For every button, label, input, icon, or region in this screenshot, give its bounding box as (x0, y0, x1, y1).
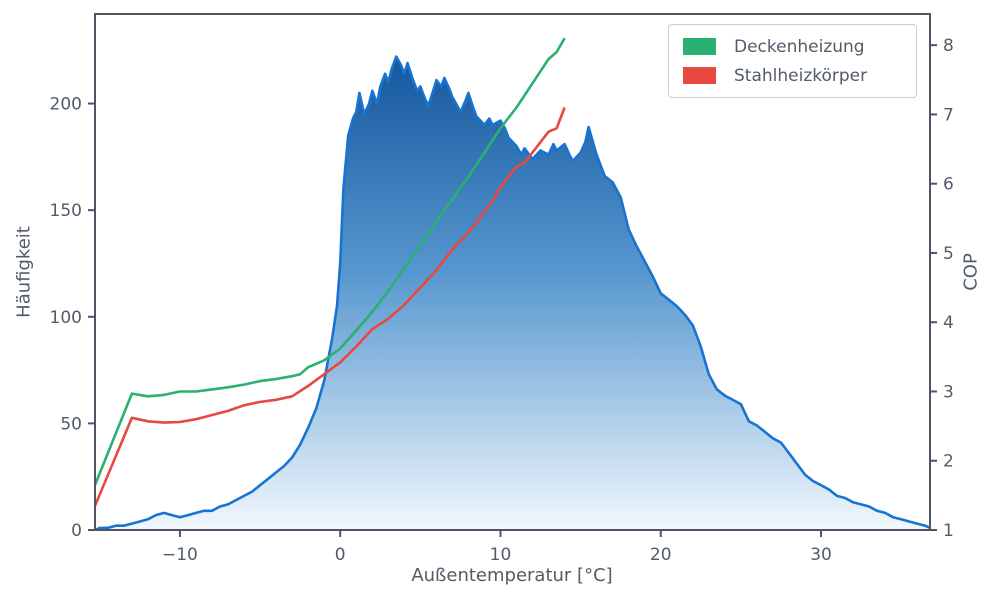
legend: Deckenheizung Stahlheizkörper (668, 24, 917, 98)
y-axis-label-right: COP (960, 253, 982, 291)
legend-patch-stahlheizkoerper-icon (683, 67, 716, 84)
legend-label-stahlheizkoerper: Stahlheizkörper (734, 65, 868, 86)
x-tick-label: 10 (490, 545, 512, 565)
y-axis-label-left: Häufigkeit (13, 226, 35, 318)
x-tick-label: 0 (335, 545, 346, 565)
legend-item-deckenheizung: Deckenheizung (683, 37, 916, 57)
series-line-1 (95, 107, 566, 507)
x-tick-label: 30 (810, 545, 832, 565)
legend-label-deckenheizung: Deckenheizung (734, 36, 865, 57)
legend-patch-deckenheizung-icon (683, 38, 716, 55)
y-tick-label-right: 2 (943, 452, 954, 472)
plot-border (94, 13, 931, 531)
y-tick-label-right: 5 (943, 244, 954, 264)
y-tick-label-right: 3 (943, 382, 954, 402)
y-tick-label-right: 6 (943, 175, 954, 195)
y-tick-label-right: 1 (943, 521, 954, 541)
y-tick-label-right: 8 (943, 36, 954, 56)
x-tick-label: −10 (162, 545, 198, 565)
histogram-line (95, 55, 930, 530)
series-line-0 (95, 37, 566, 486)
y-tick-label-left: 200 (50, 95, 82, 115)
y-tick-label-left: 0 (71, 521, 82, 541)
legend-item-stahlheizkoerper: Stahlheizkörper (683, 66, 916, 86)
y-tick-label-left: 150 (50, 201, 82, 221)
y-tick-label-left: 100 (50, 308, 82, 328)
y-tick-label-right: 4 (943, 313, 954, 333)
y-tick-label-left: 50 (60, 414, 82, 434)
x-tick-label: 20 (650, 545, 672, 565)
x-axis-label: Außentemperatur [°C] (411, 565, 613, 586)
y-tick-label-right: 7 (943, 105, 954, 125)
histogram-area (95, 56, 930, 530)
